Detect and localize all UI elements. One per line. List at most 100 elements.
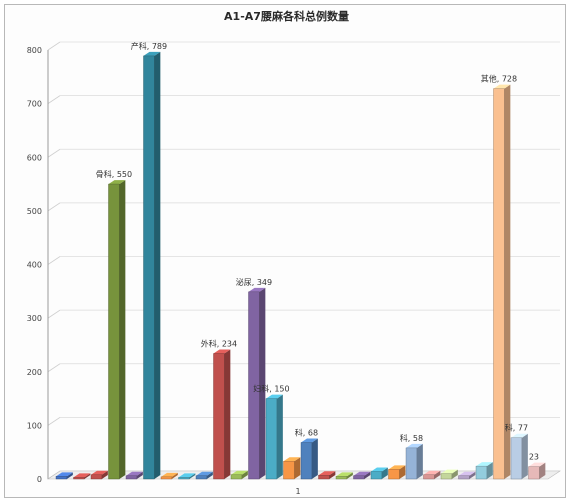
- bar: [125, 475, 138, 480]
- bar-top: [213, 349, 231, 354]
- bar-top: [441, 469, 458, 474]
- bar-side: [469, 471, 476, 479]
- bar: [283, 461, 295, 480]
- bar-side: [504, 84, 511, 480]
- bar: [213, 353, 225, 480]
- y-tick-label: 200: [27, 368, 42, 377]
- bar-side: [189, 473, 196, 479]
- bar-side: [381, 467, 388, 479]
- bar: [248, 291, 260, 480]
- data-label: 科, 68: [295, 428, 318, 438]
- data-label: 产科, 789: [131, 41, 167, 51]
- bar-top: [388, 465, 406, 470]
- bar-side: [399, 465, 406, 479]
- bar-top: [528, 462, 546, 467]
- bar-side: [241, 470, 248, 479]
- gridline-depth: [47, 309, 61, 319]
- y-tick-label: 600: [27, 153, 42, 162]
- bar-side: [101, 470, 108, 479]
- y-tick-label: 800: [27, 46, 42, 55]
- bar-top: [248, 287, 266, 292]
- y-tick-label: 700: [27, 100, 42, 109]
- bar-top: [126, 471, 143, 476]
- data-label: 23: [529, 453, 539, 462]
- bar: [335, 476, 348, 480]
- bar-side: [276, 394, 283, 479]
- bar: [73, 477, 85, 480]
- bar: [55, 476, 68, 480]
- bar: [90, 474, 103, 480]
- bar-side: [66, 472, 73, 479]
- bar: [440, 473, 453, 480]
- bar-side: [84, 473, 91, 479]
- bar-top: [336, 472, 353, 477]
- bar: [230, 474, 243, 480]
- data-label: 骨科, 550: [96, 169, 132, 179]
- bar-side: [171, 472, 178, 479]
- gridline-depth: [47, 41, 61, 51]
- gridline-depth: [47, 417, 61, 426]
- bar-side: [259, 287, 266, 479]
- bar-side: [136, 471, 143, 479]
- data-label: 外科, 234: [201, 339, 237, 349]
- bar-side: [416, 443, 423, 479]
- bar-side: [486, 462, 493, 479]
- bar: [318, 475, 330, 480]
- bar: [493, 88, 505, 480]
- bar-top: [353, 471, 371, 476]
- bar: [300, 442, 313, 480]
- bar-top: [423, 470, 441, 475]
- bar-top: [511, 433, 528, 438]
- y-tick-label: 100: [27, 421, 42, 430]
- gridline-depth: [47, 202, 61, 212]
- bar: [143, 55, 155, 480]
- bar: [528, 466, 540, 480]
- bar-side: [154, 51, 161, 480]
- bar-top: [91, 470, 108, 475]
- bar: [405, 447, 418, 480]
- bar: [178, 477, 190, 480]
- bar-top: [266, 394, 283, 399]
- bar-top: [371, 467, 388, 472]
- bar: [353, 475, 365, 480]
- bar-top: [318, 471, 336, 476]
- bar-side: [451, 469, 458, 479]
- gridline-depth: [47, 363, 61, 373]
- bar: [265, 398, 278, 480]
- bar-top: [301, 438, 318, 443]
- data-label: 科, 58: [400, 433, 423, 443]
- bar: [458, 475, 470, 480]
- bar-top: [56, 472, 73, 477]
- bar: [423, 474, 435, 480]
- bar-side: [521, 433, 528, 479]
- bar-side: [119, 180, 126, 479]
- bar-top: [108, 180, 126, 185]
- bar-top: [458, 471, 476, 476]
- bar-top: [283, 457, 301, 462]
- y-tick-label: 500: [27, 207, 42, 216]
- bar: [510, 437, 523, 480]
- bar-side: [294, 457, 301, 479]
- bar-top: [178, 473, 196, 478]
- gridline-depth: [47, 148, 61, 158]
- bar-side: [434, 470, 441, 479]
- bar-top: [143, 51, 161, 56]
- bar-top: [493, 84, 511, 89]
- y-tick-label: 0: [37, 475, 42, 484]
- gridline-depth: [47, 256, 61, 265]
- bar-top: [406, 443, 423, 448]
- bar-top: [73, 473, 91, 478]
- bar-side: [539, 462, 546, 479]
- bar-side: [311, 438, 318, 479]
- x-tick-label: 1: [295, 487, 300, 496]
- bar: [108, 183, 120, 480]
- bar-top: [476, 462, 493, 467]
- bar-top: [161, 472, 178, 477]
- data-label: 泌尿, 349: [236, 277, 272, 287]
- bar-top: [231, 470, 248, 475]
- bar-side: [346, 472, 353, 479]
- bar: [370, 471, 383, 480]
- chart-frame: [4, 4, 566, 498]
- bar-top: [196, 471, 213, 476]
